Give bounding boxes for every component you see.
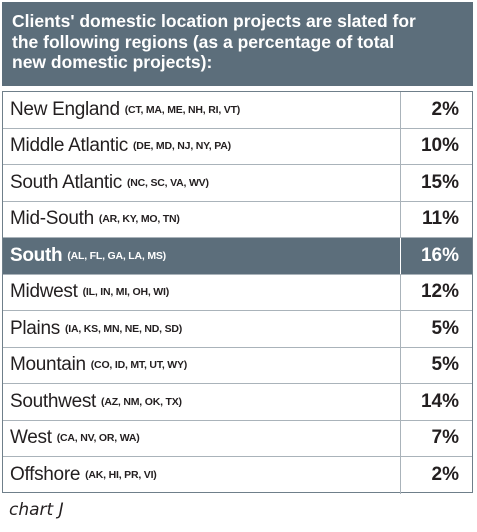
region-cell: Offshore (AK, HI, PR, VI) — [3, 457, 401, 494]
value-cell: 2% — [401, 92, 472, 128]
table-row: South (AL, FL, GA, LA, MS) 16% — [3, 238, 472, 275]
region-cell: South Atlantic (NC, SC, VA, WV) — [3, 165, 401, 201]
header-line-3: new domestic projects): — [12, 52, 213, 72]
percentage-value: 2% — [431, 98, 459, 120]
percentage-value: 2% — [431, 464, 459, 486]
region-states: (CT, MA, ME, NH, RI, VT) — [124, 103, 241, 116]
region-cell: South (AL, FL, GA, LA, MS) — [3, 238, 401, 274]
region-states: (AR, KY, MO, TN) — [98, 213, 180, 226]
region-cell: New England (CT, MA, ME, NH, RI, VT) — [3, 92, 401, 128]
region-name: Mid-South — [10, 208, 94, 230]
region-table: New England (CT, MA, ME, NH, RI, VT) 2% Mid… — [2, 91, 473, 494]
region-name: New England — [10, 98, 120, 120]
table-row: Mountain (CO, ID, MT, UT, WY) 5% — [3, 347, 472, 384]
value-cell: 12% — [401, 275, 472, 311]
chart-caption: chart J — [9, 500, 64, 520]
region-states: (CO, ID, MT, UT, WY) — [90, 359, 188, 372]
value-cell: 7% — [401, 421, 472, 457]
table-row: New England (CT, MA, ME, NH, RI, VT) 2% — [3, 92, 472, 129]
region-cell: Middle Atlantic (DE, MD, NJ, NY, PA) — [3, 128, 401, 164]
region-states: (NC, SC, VA, WV) — [127, 176, 209, 189]
percentage-value: 10% — [420, 135, 459, 157]
region-states: (AZ, NM, OK, TX) — [101, 395, 182, 408]
table-row: Plains (IA, KS, MN, NE, ND, SD) 5% — [3, 311, 472, 348]
percentage-value: 5% — [431, 354, 459, 376]
region-name: Southwest — [10, 390, 97, 412]
value-cell: 11% — [401, 202, 472, 238]
header-line-2: the following regions (as a percentage o… — [12, 31, 395, 52]
value-cell: 15% — [401, 165, 472, 201]
region-cell: Mountain (CO, ID, MT, UT, WY) — [3, 347, 401, 383]
percentage-value: 7% — [431, 427, 459, 449]
value-cell: 5% — [401, 311, 472, 347]
region-name: Midwest — [10, 281, 78, 303]
region-cell: Mid-South (AR, KY, MO, TN) — [3, 201, 401, 237]
table-row: South Atlantic (NC, SC, VA, WV) 15% — [3, 165, 472, 202]
region-states: (AL, FL, GA, LA, MS) — [67, 249, 166, 262]
percentage-value: 14% — [420, 390, 459, 412]
region-name: Plains — [10, 317, 60, 339]
table-row: Midwest (IL, IN, MI, OH, WI) 12% — [3, 274, 472, 311]
region-cell: West (CA, NV, OR, WA) — [3, 420, 401, 456]
region-states: (CA, NV, OR, WA) — [56, 432, 140, 445]
region-states: (AK, HI, PR, VI) — [85, 469, 157, 482]
chart-header: Clients' domestic location projects are … — [2, 2, 473, 86]
region-name: Offshore — [10, 464, 81, 486]
value-cell: 10% — [401, 129, 472, 165]
region-name: West — [10, 427, 52, 449]
percentage-value: 12% — [420, 281, 459, 303]
table-row: Mid-South (AR, KY, MO, TN) 11% — [3, 201, 472, 238]
table-row: Offshore (AK, HI, PR, VI) 2% — [3, 457, 472, 494]
table-row: Middle Atlantic (DE, MD, NJ, NY, PA) 10% — [3, 128, 472, 165]
value-cell: 14% — [401, 384, 472, 420]
region-name: Middle Atlantic — [10, 135, 129, 157]
percentage-value: 5% — [431, 317, 459, 339]
region-name: South — [10, 244, 63, 266]
region-cell: Plains (IA, KS, MN, NE, ND, SD) — [3, 311, 401, 347]
value-cell: 16% — [401, 238, 472, 274]
region-states: (DE, MD, NJ, NY, PA) — [133, 140, 231, 153]
region-states: (IA, KS, MN, NE, ND, SD) — [64, 322, 183, 335]
percentage-value: 15% — [420, 171, 459, 193]
region-cell: Southwest (AZ, NM, OK, TX) — [3, 384, 401, 420]
table-row: Southwest (AZ, NM, OK, TX) 14% — [3, 384, 472, 421]
region-name: Mountain — [10, 354, 86, 376]
value-cell: 2% — [401, 457, 472, 494]
region-cell: Midwest (IL, IN, MI, OH, WI) — [3, 274, 401, 310]
percentage-value: 11% — [422, 208, 459, 230]
region-name: South Atlantic — [10, 171, 122, 193]
table-row: West (CA, NV, OR, WA) 7% — [3, 420, 472, 457]
percentage-value: 16% — [420, 244, 459, 266]
region-states: (IL, IN, MI, OH, WI) — [82, 286, 170, 299]
header-line-1: Clients' domestic location projects are … — [12, 11, 416, 31]
value-cell: 5% — [401, 348, 472, 384]
